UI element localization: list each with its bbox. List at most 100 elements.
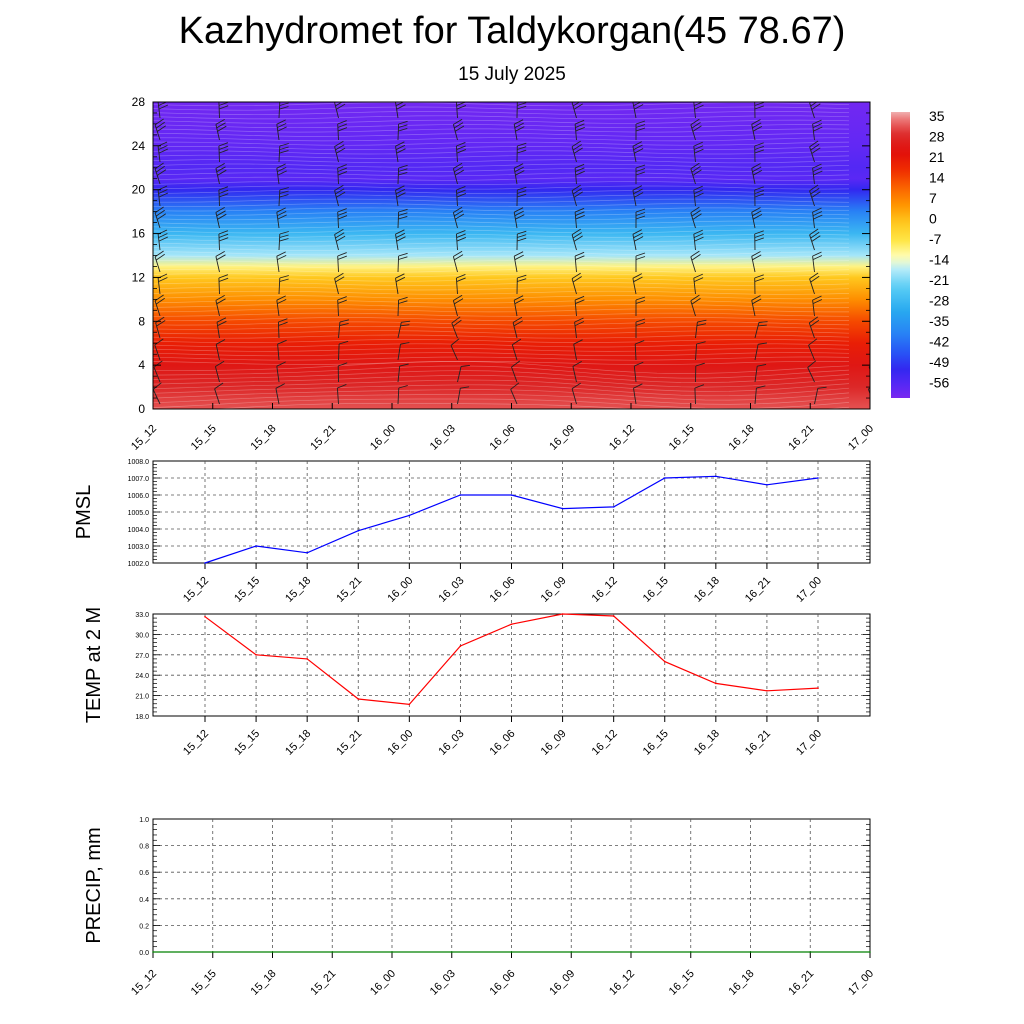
wind-barb <box>218 102 229 119</box>
temp-2m-panel: 18.0 21.0 24.0 27.0 30.0 33.0 15_12 15_15 15_18 1… <box>83 607 871 758</box>
x-tick-label: 15_12 <box>129 423 159 453</box>
colorbar-label: 14 <box>929 170 945 186</box>
x-tick-label: 15_12 <box>181 728 211 758</box>
wind-barb <box>574 317 585 339</box>
x-tick-label: 16_00 <box>368 423 398 453</box>
y-tick-label: 33.0 <box>135 612 149 619</box>
wind-barb <box>278 275 289 295</box>
series-line <box>204 475 819 564</box>
data-point <box>715 475 717 478</box>
x-tick-label: 17_00 <box>794 728 824 758</box>
wind-barb <box>452 250 464 273</box>
wind-barb <box>751 119 763 141</box>
data-point <box>459 645 462 647</box>
wind-barb <box>218 186 229 207</box>
data-point <box>612 506 615 508</box>
colorbar-label: 28 <box>929 129 945 145</box>
wind-barb <box>511 360 521 383</box>
wind-barb <box>278 102 289 119</box>
wind-barb <box>334 102 346 119</box>
x-tick-label: 15_18 <box>249 423 279 453</box>
y-tick-label: 1.0 <box>139 817 149 824</box>
y-tick-label: 20 <box>132 183 146 197</box>
wind-barb <box>278 187 289 207</box>
x-tick-label: 16_12 <box>607 423 637 453</box>
data-point <box>766 690 768 692</box>
wind-barb <box>690 206 702 229</box>
wind-barb <box>397 363 409 383</box>
wind-barb <box>574 163 585 185</box>
wind-barb <box>275 383 286 405</box>
wind-barb <box>452 118 465 141</box>
wind-barb <box>516 186 527 207</box>
data-point <box>510 951 513 953</box>
wind-barb <box>812 119 823 141</box>
wind-barb <box>215 251 226 273</box>
wind-barb <box>633 383 643 405</box>
colorbar-label: 7 <box>929 190 937 206</box>
colorbar-strip <box>891 112 910 398</box>
wind-barb <box>452 206 465 229</box>
wind-barb <box>571 272 582 295</box>
x-tick-label: 15_15 <box>232 728 262 758</box>
wind-barb <box>812 251 823 273</box>
x-tick-label: 16_15 <box>667 423 697 453</box>
wind-barb <box>276 251 287 273</box>
wind-barb <box>754 230 764 251</box>
x-tick-label: 16_09 <box>547 423 577 453</box>
wind-barb <box>397 342 410 361</box>
wind-barb <box>457 386 470 405</box>
data-point <box>212 951 214 953</box>
wind-barb <box>571 102 583 119</box>
cross-section-y-axis: 0 4 8 12 16 20 24 28 <box>132 95 870 416</box>
x-tick-label: 15_21 <box>334 728 364 758</box>
data-point <box>664 477 666 479</box>
wind-barb <box>337 120 348 141</box>
wind-barb <box>754 385 766 405</box>
x-tick-label: 16_18 <box>692 728 722 758</box>
wind-barb <box>635 252 646 272</box>
x-tick-label: 15_21 <box>308 423 338 453</box>
y-axis-title: PMSL <box>73 485 95 539</box>
x-tick-label: 16_21 <box>743 728 773 758</box>
x-tick-label: 17_00 <box>794 575 824 605</box>
y-tick-label: 0.2 <box>139 923 149 930</box>
x-tick-label: 15_12 <box>181 575 211 605</box>
wind-barb <box>277 318 288 339</box>
y-tick-label: 21.0 <box>135 694 149 701</box>
temperature-contours <box>153 102 850 409</box>
x-tick-label: 15_15 <box>189 968 219 998</box>
page-title: Kazhydromet for Taldykorgan(45 78.67) <box>178 10 846 52</box>
wind-barb <box>809 102 821 119</box>
wind-barb <box>690 250 701 273</box>
data-point <box>357 529 360 532</box>
y-tick-label: 1008.0 <box>128 459 150 466</box>
x-tick-label: 16_09 <box>539 728 569 758</box>
data-point <box>561 507 564 510</box>
wind-barb <box>513 163 525 185</box>
wind-barb <box>751 251 762 273</box>
data-point <box>408 703 411 706</box>
wind-barb <box>455 102 467 119</box>
wind-barb <box>632 229 644 251</box>
wind-barb <box>635 318 646 338</box>
x-tick-label: 16_06 <box>488 728 518 758</box>
temperature-field <box>153 102 870 409</box>
wind-barb <box>754 363 767 383</box>
wind-barb <box>632 273 643 295</box>
wind-barb <box>571 184 583 207</box>
wind-barb <box>695 362 705 383</box>
wind-barb <box>572 361 582 383</box>
wind-barb <box>809 184 821 207</box>
wind-barb <box>516 230 527 251</box>
wind-barb <box>337 296 347 317</box>
x-tick-label: 16_21 <box>786 423 816 453</box>
wind-barb <box>571 382 581 405</box>
x-tick-label: 15_15 <box>232 575 262 605</box>
wind-barb <box>215 163 227 185</box>
wind-barb <box>574 207 585 229</box>
x-tick-label: 16_09 <box>539 575 569 605</box>
colorbar-label: -35 <box>929 313 949 329</box>
x-tick-label: 16_18 <box>727 423 757 453</box>
